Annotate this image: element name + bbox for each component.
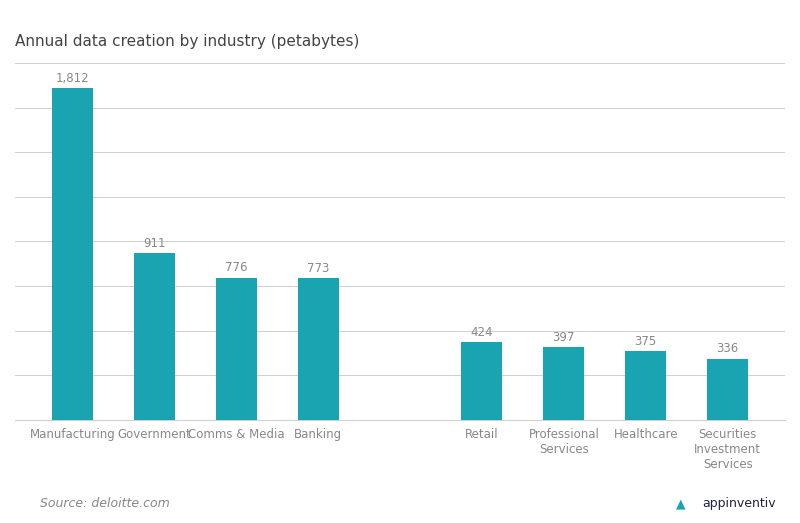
Text: 397: 397: [553, 331, 575, 344]
Text: 424: 424: [470, 326, 493, 339]
Bar: [134, 253, 174, 420]
Text: 336: 336: [717, 342, 738, 355]
Bar: [462, 343, 502, 420]
Bar: [707, 359, 748, 420]
Text: 776: 776: [225, 262, 247, 274]
Text: 773: 773: [307, 262, 330, 275]
Bar: [626, 351, 666, 420]
Text: Source: deloitte.com: Source: deloitte.com: [40, 497, 170, 510]
Bar: [52, 88, 93, 420]
Text: 911: 911: [143, 236, 166, 249]
Text: Annual data creation by industry (petabytes): Annual data creation by industry (petaby…: [15, 35, 359, 49]
Bar: [543, 347, 584, 420]
Bar: [298, 278, 338, 420]
Text: 1,812: 1,812: [55, 72, 89, 85]
Text: 375: 375: [634, 335, 657, 348]
Bar: [216, 278, 257, 420]
Text: ▲: ▲: [676, 497, 686, 510]
Text: appinventiv: appinventiv: [702, 497, 776, 510]
